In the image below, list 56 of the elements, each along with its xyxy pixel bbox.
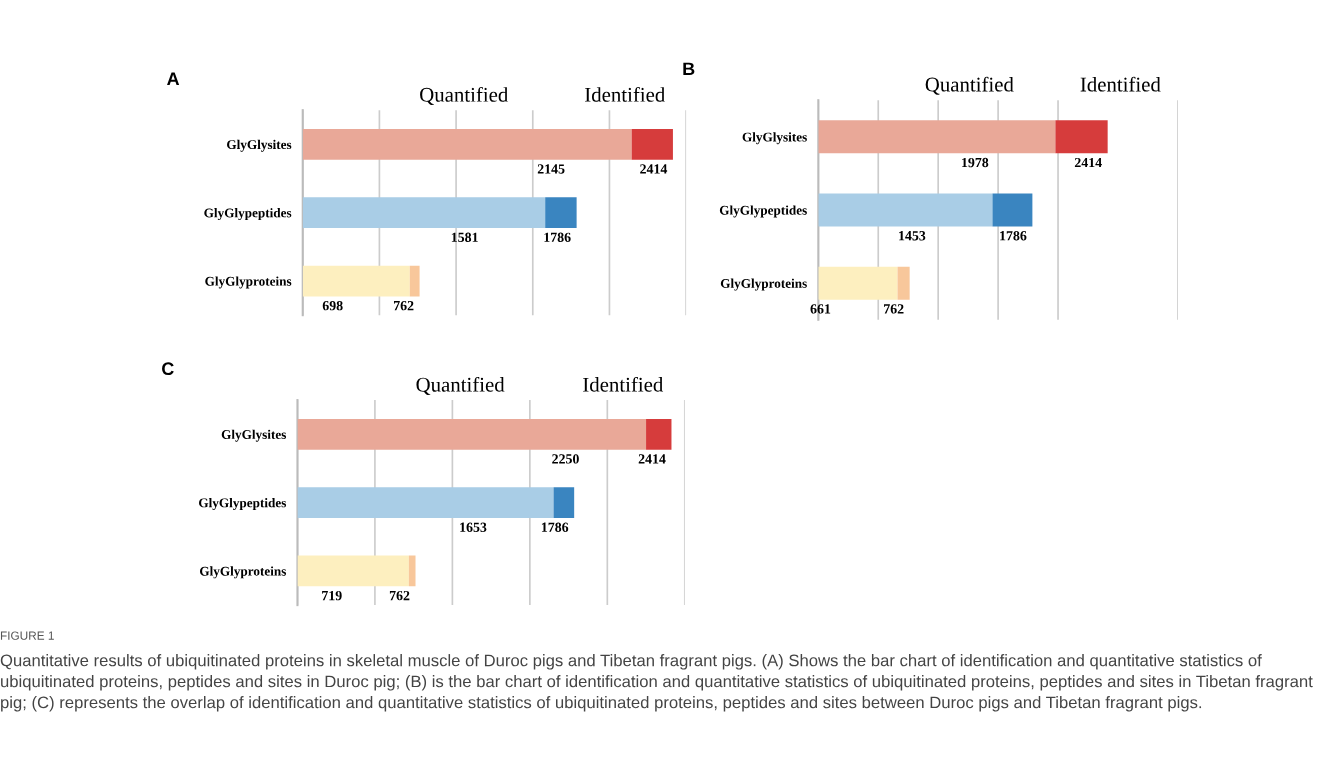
- text: Identified: [583, 376, 664, 392]
- total-label: 762: [394, 300, 414, 311]
- y-tick-label: GlyGlyproteins: [720, 278, 807, 291]
- bar: [897, 266, 910, 300]
- total-label: 1786: [544, 232, 571, 242]
- bar: [408, 555, 416, 587]
- data-label: 1453: [899, 231, 926, 241]
- data-label: 1978: [962, 157, 989, 168]
- bar: [409, 265, 420, 297]
- text: Quantified: [420, 86, 509, 105]
- bar: [818, 193, 993, 227]
- text: Identified: [1080, 76, 1161, 92]
- y-tick-label: GlyGlyproteins: [199, 566, 287, 579]
- bar: [302, 265, 410, 297]
- data-label: 661: [810, 304, 831, 314]
- y-tick-label: GlyGlysites: [221, 429, 287, 442]
- total-label: 762: [389, 590, 410, 601]
- total-label: 1786: [1000, 231, 1027, 241]
- bar: [818, 120, 1056, 154]
- data-label: 1581: [451, 232, 478, 242]
- y-tick-label: GlyGlyproteins: [205, 276, 292, 289]
- total-label: 762: [884, 304, 904, 314]
- bar: [297, 418, 647, 450]
- bar: [545, 197, 577, 229]
- text: Quantitative results of ubiquitinated proteins in skeletal muscle of Duroc pigs and Tibetan fragrant pigs. (A) Shows the bar chart of identification and quantitative statistics of ubiquitinated proteins, peptides and sites in Duroc pig; (B) is the bar chart of identification and quantitative statistics of ubiquitinated proteins, peptides and sites in Tibetan fragrant pig; (C) represents the overlap of identification and quantitative statistics of ubiquitinated proteins, peptides and sites between Duroc pigs and Tibetan fragrant pigs.: [0, 654, 1313, 712]
- total-label: 2414: [1074, 157, 1102, 168]
- bar: [992, 193, 1033, 227]
- y-tick-label: GlyGlypeptides: [199, 498, 287, 511]
- text: Quantified: [416, 376, 505, 395]
- total-label: 2414: [640, 164, 668, 174]
- y-tick-label: GlyGlypeptides: [719, 205, 807, 218]
- total-label: 1786: [541, 522, 569, 532]
- data-label: 698: [322, 300, 343, 311]
- data-label: 2250: [552, 454, 579, 464]
- data-label: 1653: [460, 522, 487, 532]
- bar: [297, 487, 554, 518]
- bar: [818, 266, 898, 300]
- data-label: 2145: [537, 164, 565, 174]
- text: Quantified: [925, 76, 1014, 95]
- chart-title: C: [162, 362, 174, 376]
- bar: [646, 418, 672, 450]
- total-label: 2414: [638, 454, 666, 464]
- chart-title: A: [167, 72, 180, 85]
- data-label: 719: [322, 590, 342, 601]
- bar: [631, 128, 673, 160]
- text: Identified: [585, 86, 666, 102]
- y-tick-label: GlyGlysites: [742, 132, 807, 145]
- bar: [1055, 120, 1108, 154]
- chart-title: B: [683, 62, 695, 76]
- bar: [302, 197, 546, 229]
- bar: [297, 555, 409, 587]
- y-tick-label: GlyGlysites: [227, 139, 292, 152]
- y-tick-label: GlyGlypeptides: [204, 208, 292, 221]
- caption: FIGURE 1: [0, 631, 54, 640]
- bar: [302, 128, 632, 160]
- bar: [553, 487, 575, 518]
